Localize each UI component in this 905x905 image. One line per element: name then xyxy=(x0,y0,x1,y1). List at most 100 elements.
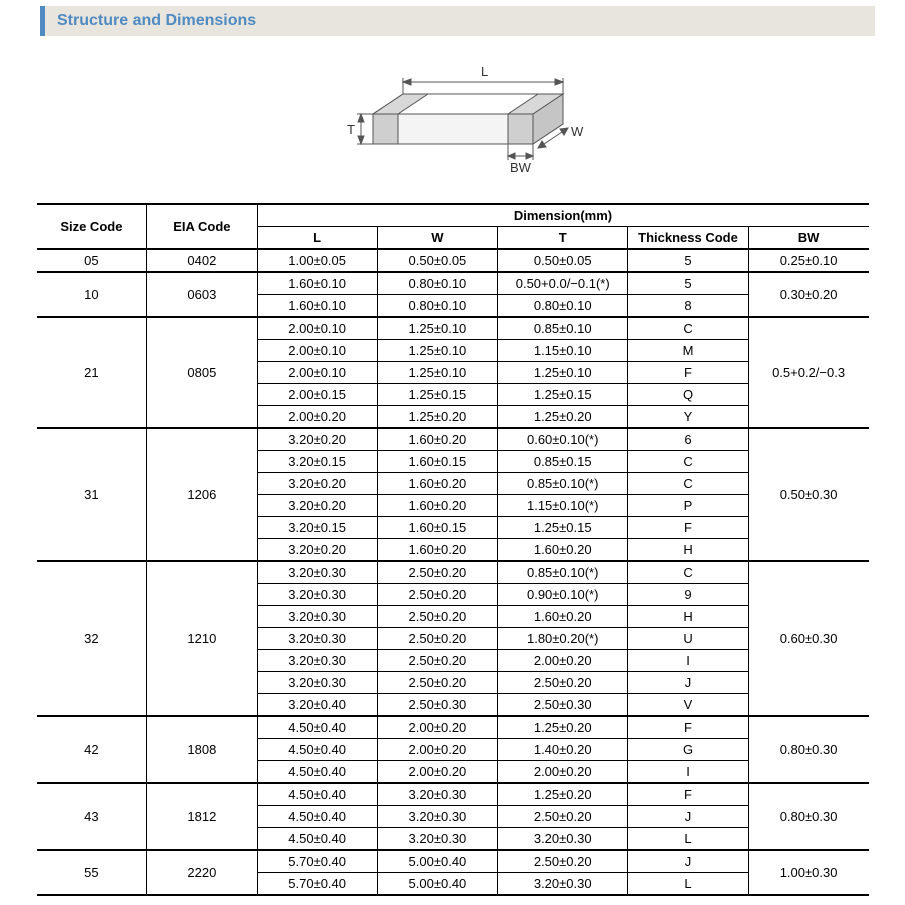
cell-tc: V xyxy=(628,694,748,717)
cell-T: 1.25±0.20 xyxy=(498,716,628,739)
cell-eia-code: 0402 xyxy=(147,249,257,272)
chip-diagram-svg: L T W BW xyxy=(303,44,603,194)
cell-tc: Q xyxy=(628,384,748,406)
cell-tc: P xyxy=(628,495,748,517)
label-W: W xyxy=(571,124,584,139)
cell-T: 0.90±0.10(*) xyxy=(498,584,628,606)
cell-BW: 0.80±0.30 xyxy=(748,783,868,850)
cell-tc: F xyxy=(628,783,748,806)
cell-BW: 0.60±0.30 xyxy=(748,561,868,716)
col-L: L xyxy=(257,227,377,250)
cell-L: 1.00±0.05 xyxy=(257,249,377,272)
cell-L: 1.60±0.10 xyxy=(257,272,377,295)
label-L: L xyxy=(481,64,488,79)
cell-T: 0.80±0.10 xyxy=(498,295,628,318)
cell-L: 3.20±0.20 xyxy=(257,539,377,562)
cell-W: 2.00±0.20 xyxy=(377,761,497,784)
cell-W: 1.60±0.20 xyxy=(377,495,497,517)
cell-W: 2.50±0.20 xyxy=(377,561,497,584)
cell-W: 0.80±0.10 xyxy=(377,272,497,295)
cell-BW: 1.00±0.30 xyxy=(748,850,868,895)
cell-W: 2.50±0.20 xyxy=(377,606,497,628)
cell-eia-code: 1206 xyxy=(147,428,257,561)
cell-T: 1.15±0.10(*) xyxy=(498,495,628,517)
cell-tc: C xyxy=(628,473,748,495)
cell-W: 0.50±0.05 xyxy=(377,249,497,272)
cell-BW: 0.25±0.10 xyxy=(748,249,868,272)
cell-T: 3.20±0.30 xyxy=(498,873,628,896)
col-W: W xyxy=(377,227,497,250)
cell-W: 0.80±0.10 xyxy=(377,295,497,318)
cell-size-code: 55 xyxy=(37,850,147,895)
cell-size-code: 05 xyxy=(37,249,147,272)
cell-W: 1.60±0.20 xyxy=(377,539,497,562)
col-BW: BW xyxy=(748,227,868,250)
section-title: Structure and Dimensions xyxy=(57,12,256,29)
cell-L: 1.60±0.10 xyxy=(257,295,377,318)
cell-L: 4.50±0.40 xyxy=(257,783,377,806)
cell-size-code: 21 xyxy=(37,317,147,428)
cell-BW: 0.80±0.30 xyxy=(748,716,868,783)
cell-L: 3.20±0.20 xyxy=(257,473,377,495)
dimension-diagram: L T W BW xyxy=(0,44,905,199)
cell-T: 0.85±0.15 xyxy=(498,451,628,473)
cell-eia-code: 1808 xyxy=(147,716,257,783)
cell-T: 1.80±0.20(*) xyxy=(498,628,628,650)
cell-T: 1.25±0.20 xyxy=(498,406,628,429)
cell-W: 2.50±0.20 xyxy=(377,628,497,650)
cell-T: 2.50±0.30 xyxy=(498,694,628,717)
cell-T: 0.85±0.10(*) xyxy=(498,561,628,584)
col-dimension: Dimension(mm) xyxy=(257,204,869,227)
cell-T: 0.85±0.10 xyxy=(498,317,628,340)
cell-L: 3.20±0.30 xyxy=(257,584,377,606)
cell-W: 1.60±0.20 xyxy=(377,473,497,495)
cell-tc: L xyxy=(628,873,748,896)
cell-T: 1.60±0.20 xyxy=(498,539,628,562)
cell-L: 3.20±0.30 xyxy=(257,606,377,628)
cell-tc: L xyxy=(628,828,748,851)
cell-tc: C xyxy=(628,317,748,340)
cell-T: 2.50±0.20 xyxy=(498,850,628,873)
cell-tc: J xyxy=(628,672,748,694)
cell-L: 3.20±0.30 xyxy=(257,628,377,650)
cell-tc: 5 xyxy=(628,272,748,295)
cell-W: 2.50±0.20 xyxy=(377,584,497,606)
cell-eia-code: 2220 xyxy=(147,850,257,895)
cell-L: 3.20±0.20 xyxy=(257,428,377,451)
cell-tc: H xyxy=(628,606,748,628)
section-header: Structure and Dimensions xyxy=(40,6,875,36)
cell-L: 2.00±0.10 xyxy=(257,317,377,340)
cell-size-code: 42 xyxy=(37,716,147,783)
cell-T: 2.00±0.20 xyxy=(498,761,628,784)
cell-tc: I xyxy=(628,761,748,784)
cell-L: 2.00±0.10 xyxy=(257,362,377,384)
col-thickness-code: Thickness Code xyxy=(628,227,748,250)
cell-tc: M xyxy=(628,340,748,362)
cell-T: 2.50±0.20 xyxy=(498,672,628,694)
cell-T: 2.50±0.20 xyxy=(498,806,628,828)
cell-W: 1.60±0.15 xyxy=(377,517,497,539)
cell-W: 2.50±0.30 xyxy=(377,694,497,717)
cell-W: 2.50±0.20 xyxy=(377,672,497,694)
cell-L: 3.20±0.30 xyxy=(257,650,377,672)
cell-W: 2.00±0.20 xyxy=(377,739,497,761)
cell-L: 3.20±0.30 xyxy=(257,672,377,694)
cell-tc: 5 xyxy=(628,249,748,272)
cell-eia-code: 1812 xyxy=(147,783,257,850)
cell-tc: J xyxy=(628,850,748,873)
cell-L: 3.20±0.20 xyxy=(257,495,377,517)
cell-tc: I xyxy=(628,650,748,672)
cell-tc: H xyxy=(628,539,748,562)
col-eia-code: EIA Code xyxy=(147,204,257,249)
cell-L: 3.20±0.30 xyxy=(257,561,377,584)
col-T: T xyxy=(498,227,628,250)
cell-tc: U xyxy=(628,628,748,650)
cell-T: 1.40±0.20 xyxy=(498,739,628,761)
cell-L: 4.50±0.40 xyxy=(257,761,377,784)
cell-L: 2.00±0.10 xyxy=(257,340,377,362)
cell-L: 3.20±0.15 xyxy=(257,517,377,539)
cell-W: 3.20±0.30 xyxy=(377,783,497,806)
cell-W: 1.25±0.10 xyxy=(377,340,497,362)
cell-W: 3.20±0.30 xyxy=(377,806,497,828)
cell-BW: 0.5+0.2/−0.3 xyxy=(748,317,868,428)
